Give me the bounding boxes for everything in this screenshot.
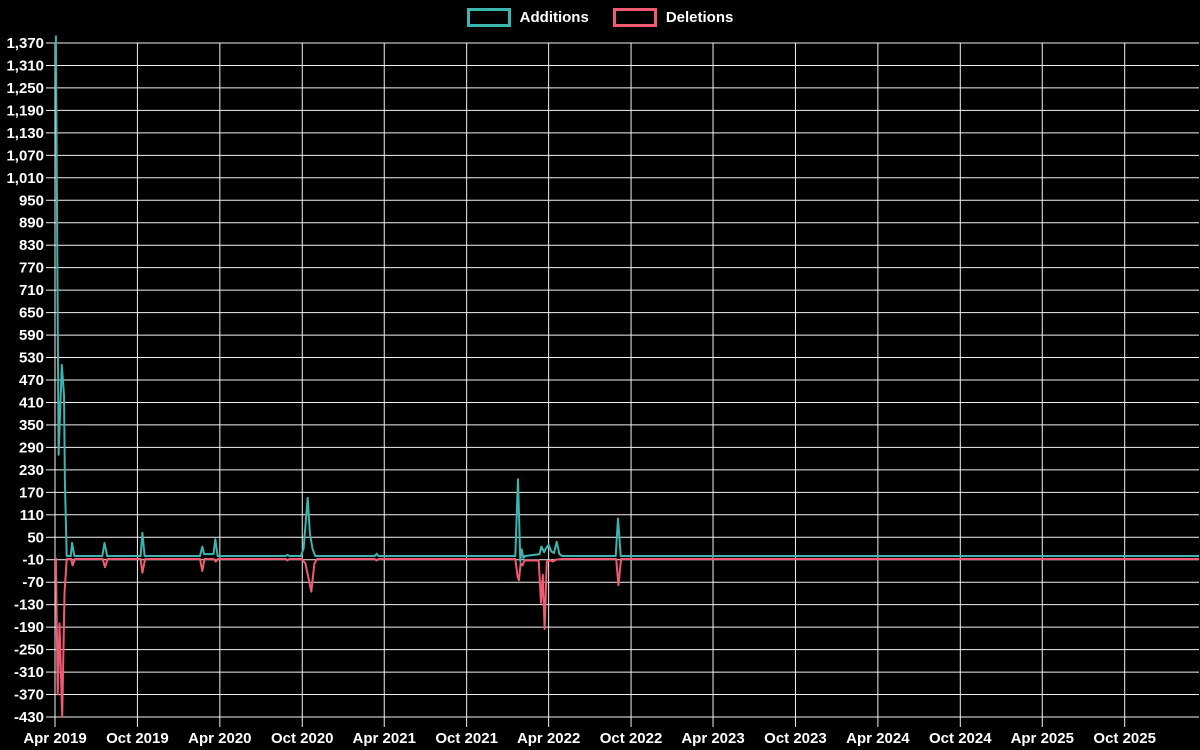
- y-tick-label: -70: [22, 574, 44, 591]
- y-tick-label: 170: [19, 484, 44, 501]
- x-tick-label: Oct 2025: [1093, 730, 1156, 747]
- y-tick-label: 1,310: [6, 57, 44, 74]
- deletions-series-line[interactable]: [54, 557, 1199, 718]
- y-tick-label: -190: [14, 619, 44, 636]
- y-tick-label: 470: [19, 372, 44, 389]
- x-tick-label: Oct 2023: [764, 730, 827, 747]
- y-tick-label: -130: [14, 597, 44, 614]
- x-tick-label: Oct 2024: [929, 730, 992, 747]
- chart-legend: Additions Deletions: [0, 8, 1200, 27]
- y-tick-label: 1,250: [6, 80, 44, 97]
- y-tick-label: 1,190: [6, 102, 44, 119]
- x-tick-label: Apr 2022: [517, 730, 580, 747]
- y-tick-label: 1,130: [6, 125, 44, 142]
- legend-item-additions[interactable]: Additions: [466, 8, 589, 27]
- x-tick-label: Oct 2020: [271, 730, 334, 747]
- x-tick-label: Apr 2020: [188, 730, 251, 747]
- y-tick-label: 830: [19, 237, 44, 254]
- y-tick-label: 530: [19, 350, 44, 367]
- x-tick-label: Apr 2023: [681, 730, 744, 747]
- additions-series-line[interactable]: [54, 35, 1199, 563]
- y-tick-label: -310: [14, 664, 44, 681]
- y-tick-label: 290: [19, 439, 44, 456]
- y-tick-label: 650: [19, 305, 44, 322]
- legend-label-deletions: Deletions: [665, 9, 734, 26]
- y-tick-label: -370: [14, 687, 44, 704]
- deletions-swatch-icon: [612, 8, 657, 27]
- x-tick-label: Apr 2025: [1011, 730, 1074, 747]
- y-tick-label: -250: [14, 642, 44, 659]
- x-tick-label: Apr 2024: [846, 730, 910, 747]
- x-tick-label: Apr 2019: [23, 730, 86, 747]
- legend-label-additions: Additions: [519, 9, 589, 26]
- y-tick-label: 950: [19, 192, 44, 209]
- x-tick-label: Oct 2021: [435, 730, 498, 747]
- y-tick-label: 50: [27, 529, 44, 546]
- legend-item-deletions[interactable]: Deletions: [612, 8, 734, 27]
- y-tick-label: 110: [20, 507, 44, 524]
- y-tick-label: 1,370: [6, 35, 44, 52]
- additions-swatch-icon: [466, 8, 511, 27]
- x-tick-label: Apr 2021: [353, 730, 416, 747]
- y-tick-label: -430: [14, 709, 44, 726]
- y-tick-label: 590: [19, 327, 44, 344]
- y-tick-label: 350: [19, 417, 44, 434]
- y-tick-label: 890: [19, 215, 44, 232]
- y-tick-label: 1,070: [6, 147, 44, 164]
- x-tick-label: Oct 2022: [600, 730, 663, 747]
- y-tick-label: 230: [19, 462, 44, 479]
- y-tick-label: 410: [19, 394, 44, 411]
- y-tick-label: 710: [19, 282, 44, 299]
- y-tick-label: -10: [22, 552, 44, 569]
- x-tick-label: Oct 2019: [106, 730, 169, 747]
- y-tick-label: 770: [19, 260, 44, 277]
- y-tick-label: 1,010: [6, 170, 44, 187]
